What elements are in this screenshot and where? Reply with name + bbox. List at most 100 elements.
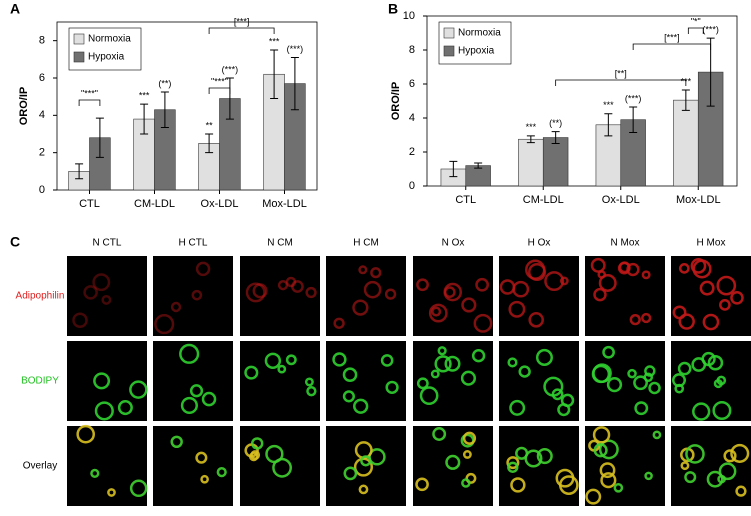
significance-label: (***) bbox=[625, 93, 642, 103]
cell bbox=[641, 312, 652, 324]
panel-label: B bbox=[388, 1, 398, 17]
bracket bbox=[208, 27, 275, 34]
cell bbox=[216, 467, 227, 478]
error-bar bbox=[270, 49, 279, 100]
x-tick-label: Ox-LDL bbox=[602, 194, 640, 206]
legend-label: Hypoxia bbox=[458, 46, 495, 57]
cell bbox=[644, 365, 656, 377]
cell bbox=[92, 273, 111, 292]
bar bbox=[673, 99, 699, 187]
cell bbox=[535, 348, 553, 366]
cell bbox=[551, 388, 564, 401]
cell bbox=[641, 270, 651, 280]
error-bar bbox=[449, 160, 458, 178]
cell bbox=[72, 312, 88, 329]
y-tick-label: 8 bbox=[39, 35, 45, 47]
cell bbox=[508, 300, 526, 318]
cell bbox=[735, 485, 747, 497]
cell bbox=[415, 477, 429, 492]
cell bbox=[634, 401, 649, 416]
y-tick-label: 2 bbox=[39, 147, 45, 159]
bracket-label: [***] bbox=[234, 16, 250, 26]
cell bbox=[461, 478, 471, 488]
cell bbox=[680, 461, 690, 471]
cell bbox=[690, 258, 707, 274]
cell bbox=[416, 377, 429, 390]
y-axis-label: ORO/IP bbox=[390, 82, 402, 121]
cell bbox=[677, 361, 692, 376]
cell bbox=[462, 450, 472, 459]
cell bbox=[444, 286, 456, 298]
micrograph bbox=[413, 426, 493, 506]
significance-label: (***) bbox=[287, 44, 304, 54]
cell bbox=[430, 369, 440, 379]
cell bbox=[528, 312, 544, 328]
cell bbox=[380, 354, 394, 367]
cell bbox=[244, 365, 259, 380]
cell bbox=[250, 450, 261, 460]
cell bbox=[719, 299, 731, 311]
bracket-label: "*" bbox=[691, 16, 701, 26]
legend-swatch bbox=[443, 27, 455, 39]
cell bbox=[629, 314, 641, 326]
cell bbox=[265, 444, 284, 464]
cell bbox=[428, 303, 448, 323]
cell bbox=[712, 400, 732, 420]
cell bbox=[499, 279, 516, 295]
bracket-label: [**] bbox=[615, 68, 627, 78]
row-label: Adipophilin bbox=[16, 291, 65, 302]
cell bbox=[730, 443, 750, 463]
y-tick-label: 4 bbox=[39, 109, 45, 121]
cell bbox=[154, 314, 175, 335]
cell bbox=[444, 355, 461, 372]
cell bbox=[599, 462, 616, 479]
bracket bbox=[632, 43, 712, 50]
cell bbox=[358, 265, 368, 275]
cell bbox=[707, 355, 724, 371]
legend-label: Normoxia bbox=[458, 28, 501, 39]
significance-label: (**) bbox=[158, 78, 171, 88]
error-bar bbox=[474, 162, 483, 169]
cell bbox=[277, 279, 289, 291]
cell bbox=[291, 280, 304, 293]
cell bbox=[76, 424, 95, 444]
y-tick-label: 4 bbox=[409, 112, 415, 124]
y-tick-label: 0 bbox=[409, 180, 415, 192]
cell bbox=[702, 313, 720, 331]
y-tick-label: 8 bbox=[409, 44, 415, 56]
cell bbox=[593, 287, 607, 302]
cell bbox=[94, 401, 114, 421]
cell bbox=[245, 282, 266, 303]
x-tick-label: CTL bbox=[79, 198, 100, 210]
panel-label: A bbox=[10, 1, 20, 17]
legend-label: Hypoxia bbox=[88, 52, 125, 63]
cell bbox=[685, 444, 705, 464]
cell bbox=[195, 451, 208, 464]
micrograph bbox=[153, 426, 233, 506]
cell bbox=[524, 449, 543, 468]
plot-frame bbox=[56, 21, 318, 191]
cell bbox=[358, 484, 369, 495]
cell bbox=[528, 262, 547, 282]
bar bbox=[465, 165, 491, 187]
panel-label: C bbox=[10, 234, 20, 250]
error-bar bbox=[526, 135, 535, 144]
column-label: N Mox bbox=[611, 238, 640, 249]
cell bbox=[264, 352, 282, 369]
cell bbox=[507, 357, 518, 368]
x-tick-label: CM-LDL bbox=[523, 194, 564, 206]
significance-label: *** bbox=[526, 122, 537, 132]
cell bbox=[692, 402, 711, 421]
error-bar bbox=[225, 77, 234, 120]
bracket-label: [***] bbox=[664, 32, 680, 42]
cell bbox=[648, 381, 661, 395]
cell bbox=[277, 364, 287, 374]
column-label: H Ox bbox=[528, 238, 551, 249]
x-tick-label: Ox-LDL bbox=[201, 198, 239, 210]
cell bbox=[305, 286, 317, 299]
cell bbox=[602, 345, 615, 359]
cell bbox=[250, 437, 264, 450]
cell bbox=[101, 294, 112, 305]
column-label: H CTL bbox=[179, 238, 208, 249]
cell bbox=[200, 474, 209, 484]
